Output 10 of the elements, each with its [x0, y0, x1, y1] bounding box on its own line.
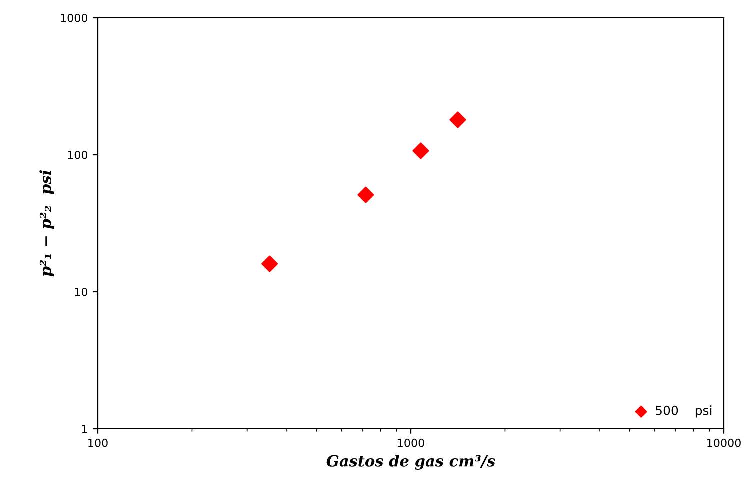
y-tick-label: 10	[75, 288, 88, 296]
legend-label: 500 psi	[656, 406, 712, 418]
y-axis-title: p²₁ − p²₂ psi	[40, 170, 54, 277]
x-tick-label: 1000	[398, 438, 424, 448]
y-tick-label: 100	[68, 150, 88, 160]
x-axis-title: Gastos de gas cm³/s	[326, 455, 496, 470]
y-tick-label: 1	[82, 425, 88, 434]
x-tick-label: 100	[88, 438, 108, 448]
x-tick-label: 10000	[708, 438, 741, 448]
y-tick-label: 1000	[61, 14, 88, 22]
